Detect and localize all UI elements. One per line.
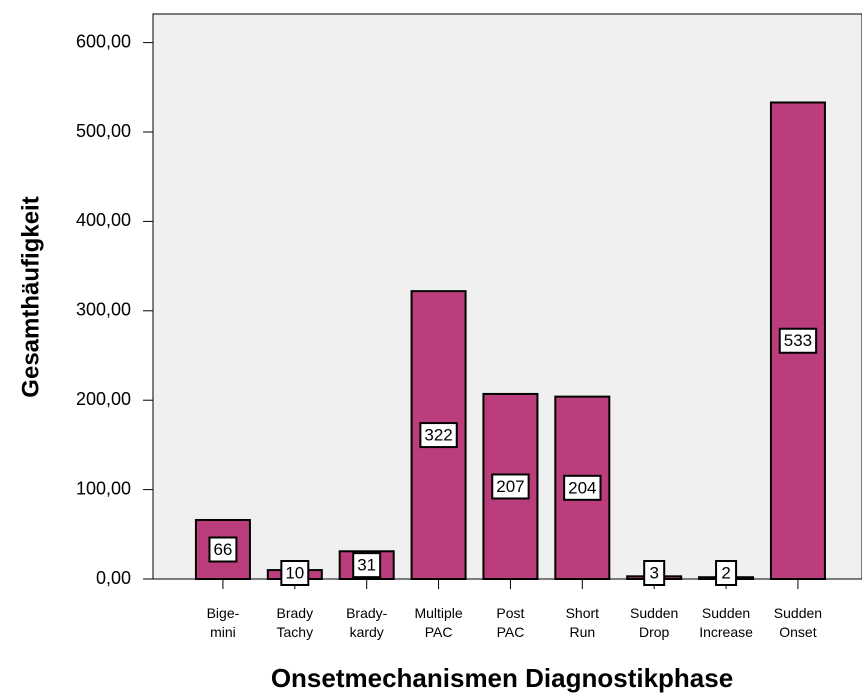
value-label: 31 — [357, 556, 376, 575]
x-tick-label-line: Post — [496, 605, 524, 621]
x-tick-label-line: PAC — [497, 624, 525, 640]
value-label-box — [643, 560, 666, 586]
x-tick-label-line: mini — [210, 624, 236, 640]
value-label-box — [352, 552, 382, 579]
x-tick-label: Post PAC — [496, 605, 524, 640]
y-tick-label: 400,00 — [76, 210, 131, 230]
x-tick-label-line: Brady — [277, 605, 314, 621]
x-tick-label-line: Increase — [699, 624, 753, 640]
value-label: 3 — [649, 563, 658, 582]
value-label-box — [208, 536, 238, 563]
x-tick-label-line: Short — [566, 605, 600, 621]
x-tick-label-line: Multiple — [414, 605, 462, 621]
x-tick-label: Multiple PAC — [414, 605, 462, 640]
value-label: 207 — [496, 477, 524, 496]
value-label-box — [491, 473, 530, 500]
value-label-box — [715, 560, 738, 586]
x-tick-label-line: Sudden — [702, 605, 750, 621]
value-label-box — [419, 422, 458, 449]
x-tick-label: Brady Tachy — [277, 605, 314, 640]
value-label: 2 — [721, 563, 730, 582]
x-tick-label: Brady-kardy — [346, 605, 388, 640]
y-tick-label: 0,00 — [96, 568, 131, 588]
x-tick-label-line: Drop — [639, 624, 670, 640]
value-label: 10 — [285, 563, 304, 582]
value-label-box — [778, 327, 818, 354]
x-tick-label: Bige-mini — [207, 605, 240, 640]
x-tick-label-line: Tachy — [277, 624, 314, 640]
x-tick-label: Short Run — [566, 605, 600, 640]
x-axis-title: Onsetmechanismen Diagnostikphase — [271, 663, 733, 693]
x-tick-label-line: PAC — [425, 624, 453, 640]
y-tick-label: 100,00 — [76, 478, 131, 498]
x-tick-label-line: Sudden — [630, 605, 678, 621]
x-tick-label-line: Onset — [779, 624, 816, 640]
x-tick-label-line: Sudden — [774, 605, 822, 621]
value-label: 66 — [213, 540, 232, 559]
x-tick-label: Sudden Increase — [699, 605, 753, 640]
y-tick-label: 500,00 — [76, 121, 131, 141]
value-label-box — [563, 474, 602, 501]
x-tick-label-line: Brady- — [346, 605, 388, 621]
value-label: 204 — [568, 478, 596, 497]
x-tick-label: Sudden Drop — [630, 605, 678, 640]
y-tick-label: 600,00 — [76, 31, 131, 51]
value-label-box — [280, 560, 310, 586]
y-axis-title: Gesamthäufigkeit — [17, 196, 44, 397]
x-tick-label-line: Bige- — [207, 605, 240, 621]
y-tick-label: 300,00 — [76, 300, 131, 320]
value-label: 322 — [424, 426, 452, 445]
x-tick-label-line: Run — [569, 624, 595, 640]
x-tick-label: Sudden Onset — [774, 605, 822, 640]
value-label: 533 — [784, 331, 812, 350]
y-tick-label: 200,00 — [76, 389, 131, 409]
x-tick-label-line: kardy — [350, 624, 384, 640]
